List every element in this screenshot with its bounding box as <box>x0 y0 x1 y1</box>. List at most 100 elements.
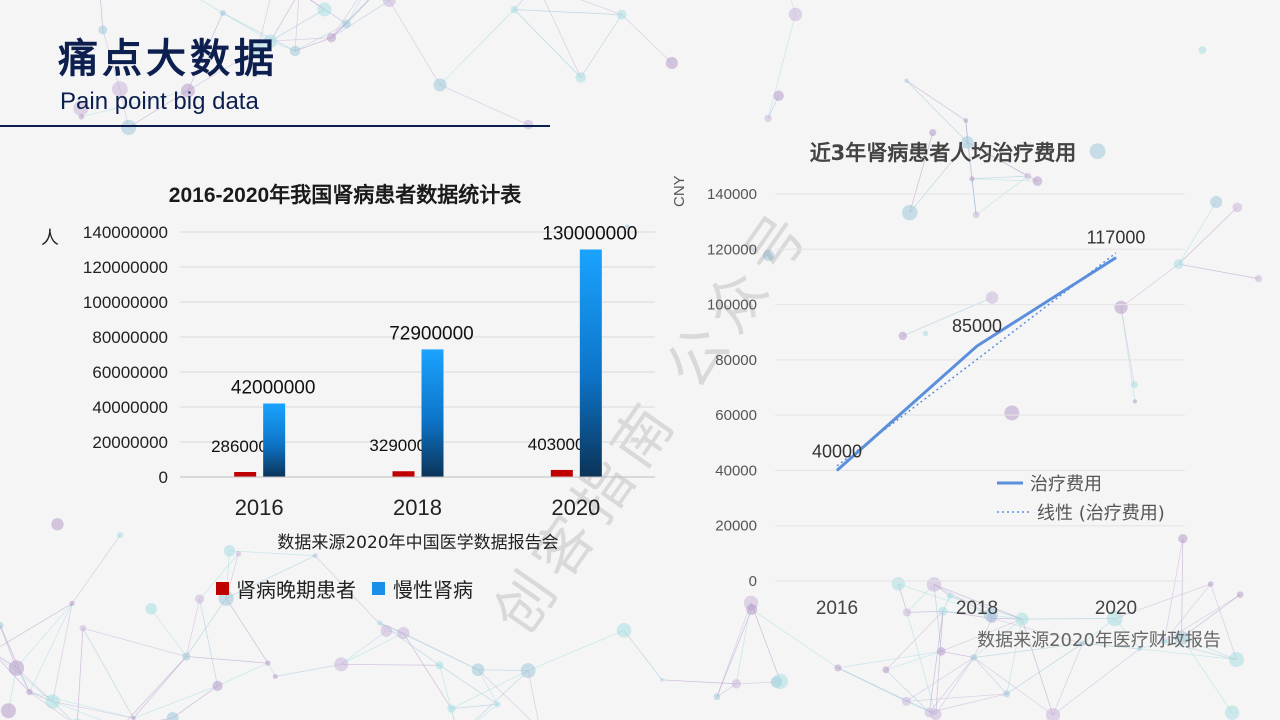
network-link <box>270 0 296 42</box>
network-link <box>477 704 498 720</box>
network-link <box>439 664 498 705</box>
network-link <box>81 90 189 118</box>
network-node <box>377 620 383 626</box>
network-node <box>624 224 630 229</box>
network-link <box>973 618 1023 658</box>
network-link <box>544 0 582 78</box>
network-link <box>933 584 1023 620</box>
network-link <box>331 0 369 38</box>
network-link <box>71 534 121 604</box>
network-node <box>901 696 911 706</box>
network-node <box>1174 630 1189 645</box>
network-link <box>128 90 189 128</box>
network-node <box>471 663 485 677</box>
network-link <box>837 650 942 669</box>
network-node <box>397 627 410 640</box>
network-link <box>474 670 529 720</box>
network-node <box>250 41 266 57</box>
network-link <box>580 14 623 78</box>
network-node <box>963 118 969 123</box>
network-link <box>971 178 1038 182</box>
network-link <box>1120 263 1179 308</box>
network-node <box>219 9 226 17</box>
network-link <box>1052 643 1083 716</box>
network-link <box>837 667 907 702</box>
network-link <box>439 665 455 720</box>
network-node <box>1137 646 1142 652</box>
network-link <box>100 0 104 30</box>
network-link <box>973 657 1007 695</box>
network-link <box>716 609 753 697</box>
network-node <box>145 603 157 615</box>
network-link <box>971 175 1028 180</box>
network-node <box>1032 176 1043 186</box>
title-underline <box>0 125 550 127</box>
network-node <box>1198 46 1207 54</box>
network-link <box>716 602 752 697</box>
line-chart-y-unit: CNY <box>671 175 688 207</box>
network-node <box>1224 705 1240 720</box>
network-link <box>1181 637 1233 713</box>
network-node <box>1106 610 1123 627</box>
network-link <box>0 657 53 702</box>
network-link <box>389 0 441 86</box>
network-link <box>1178 263 1259 280</box>
network-link <box>187 12 224 91</box>
network-link <box>1021 618 1054 716</box>
line-chart-y-tick: 140000 <box>707 186 757 203</box>
bar-label-chronic-2020: 130000000 <box>542 224 637 245</box>
network-link <box>341 632 404 665</box>
network-link <box>941 618 1023 652</box>
network-link <box>16 667 53 702</box>
network-node <box>1173 259 1184 270</box>
network-node <box>0 621 4 630</box>
network-link <box>29 691 70 720</box>
network-link <box>1181 594 1241 639</box>
network-link <box>933 584 992 616</box>
network-link <box>275 663 342 677</box>
network-link <box>16 603 73 669</box>
line-chart-source: 数据来源2020年医疗财政报告 <box>977 630 1221 651</box>
network-link <box>623 630 663 681</box>
bar-chart-y-tick: 120000000 <box>83 258 168 277</box>
line-chart-x-tick: 2016 <box>816 598 858 619</box>
network-link <box>346 0 370 25</box>
network-link <box>909 142 968 213</box>
network-node <box>326 33 337 43</box>
network-link <box>187 48 259 91</box>
network-link <box>1163 583 1211 643</box>
cost-point-2020 <box>1115 257 1117 259</box>
network-link <box>1022 618 1115 620</box>
network-node <box>969 176 975 182</box>
network-link <box>52 603 73 702</box>
network-link <box>225 555 316 599</box>
bar-chart-source: 数据来源2020年中国医学数据报告会 <box>277 533 558 553</box>
network-node <box>901 204 918 221</box>
network-node <box>985 291 999 304</box>
network-node <box>523 119 534 130</box>
network-link <box>199 598 218 686</box>
network-link <box>661 679 737 685</box>
cost-label-2018: 85000 <box>952 316 1002 336</box>
bar-label-late-stage-2018: 3290000 <box>369 436 435 455</box>
network-node <box>51 518 64 531</box>
network-link <box>1210 583 1237 660</box>
network-node <box>0 703 16 719</box>
network-link <box>906 612 937 715</box>
network-node <box>1130 381 1138 389</box>
network-link <box>942 610 992 619</box>
bar-label-late-stage-2020: 4030000 <box>528 435 594 454</box>
network-node <box>891 577 906 591</box>
network-node <box>762 249 775 262</box>
network-link <box>527 670 539 720</box>
network-node <box>180 83 195 98</box>
network-link <box>906 80 968 143</box>
network-node <box>1207 581 1214 587</box>
network-link <box>933 584 942 652</box>
network-link <box>735 602 752 684</box>
network-link <box>1006 618 1023 694</box>
network-node <box>380 625 393 637</box>
network-node <box>494 701 501 708</box>
network-link <box>199 553 239 600</box>
network-link <box>478 669 529 671</box>
